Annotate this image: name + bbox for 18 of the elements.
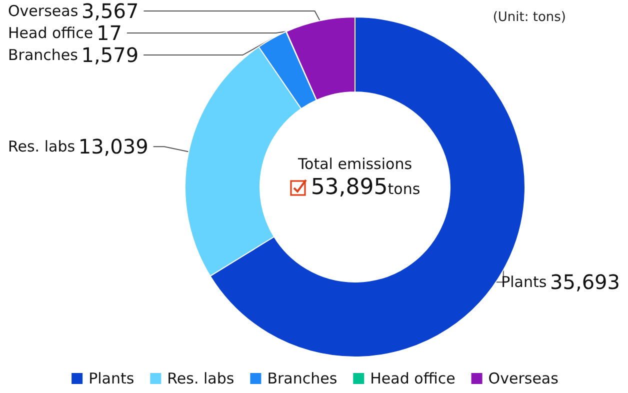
data-label: 1,579 [81,43,139,67]
data-label: 13,039 [78,134,148,159]
legend-label: Head office [370,370,456,388]
text: (Unit: tons) [492,10,566,25]
data-label: 17 [96,21,122,45]
slice-label: Head office [8,24,94,42]
legend-label: Branches [267,370,338,388]
text: 53,895tons [310,175,420,200]
legend-label: Plants [88,370,134,388]
data-label: 35,693 [550,270,620,294]
data-label: 3,567 [81,0,139,23]
text: Total emissions [296,155,414,173]
slice-label: Plants [501,273,547,292]
slice-label: Res. labs [8,138,76,156]
slice-label: Overseas [8,2,78,20]
legend-label: Overseas [488,370,559,388]
slice-label: Branches [8,46,78,64]
legend-label: Res. labs [167,370,234,388]
